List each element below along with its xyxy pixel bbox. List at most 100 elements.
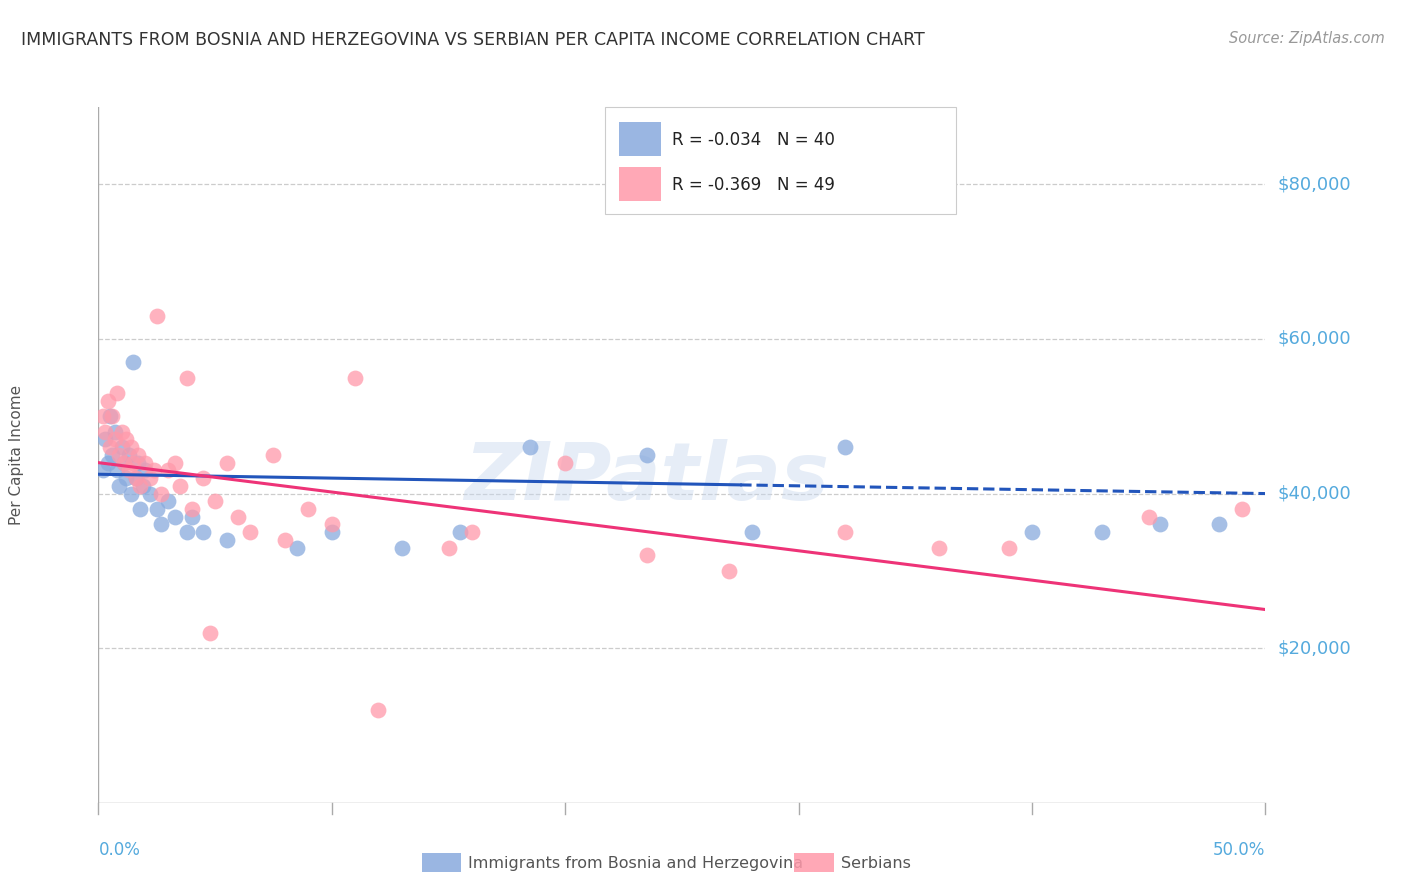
Point	[112, 456, 135, 470]
Text: Source: ZipAtlas.com: Source: ZipAtlas.com	[1229, 31, 1385, 46]
Point	[105, 386, 128, 401]
Point	[717, 564, 740, 578]
Point	[193, 471, 215, 485]
Point	[120, 440, 142, 454]
Point	[636, 448, 658, 462]
Point	[122, 456, 145, 470]
Point	[146, 309, 169, 323]
Point	[997, 541, 1019, 555]
Point	[1230, 502, 1253, 516]
Point	[1208, 517, 1230, 532]
Point	[129, 502, 152, 516]
Point	[150, 517, 173, 532]
Point	[97, 456, 120, 470]
Point	[215, 533, 238, 547]
Point	[1091, 525, 1114, 540]
Point	[321, 517, 343, 532]
Point	[139, 471, 162, 485]
Point	[200, 625, 222, 640]
Point	[150, 486, 173, 500]
Point	[111, 440, 134, 454]
Point	[122, 355, 145, 369]
Point	[1137, 509, 1160, 524]
Text: $60,000: $60,000	[1277, 330, 1351, 348]
Point	[741, 525, 763, 540]
Point	[1021, 525, 1043, 540]
Point	[1149, 517, 1171, 532]
Point	[115, 433, 138, 447]
Point	[115, 471, 138, 485]
Text: Immigrants from Bosnia and Herzegovina: Immigrants from Bosnia and Herzegovina	[468, 856, 803, 871]
Point	[274, 533, 297, 547]
Point	[146, 502, 169, 516]
Text: IMMIGRANTS FROM BOSNIA AND HERZEGOVINA VS SERBIAN PER CAPITA INCOME CORRELATION : IMMIGRANTS FROM BOSNIA AND HERZEGOVINA V…	[21, 31, 925, 49]
Point	[94, 433, 117, 447]
Point	[297, 502, 319, 516]
Point	[105, 463, 128, 477]
Point	[519, 440, 541, 454]
Point	[834, 525, 856, 540]
Point	[165, 509, 187, 524]
Point	[437, 541, 460, 555]
Point	[239, 525, 262, 540]
Text: R = -0.034   N = 40: R = -0.034 N = 40	[672, 131, 835, 149]
Point	[111, 425, 134, 439]
Point	[285, 541, 308, 555]
Point	[169, 479, 191, 493]
Text: $20,000: $20,000	[1277, 640, 1351, 657]
Point	[120, 486, 142, 500]
Point	[132, 479, 155, 493]
Point	[125, 471, 148, 485]
Point	[118, 463, 141, 477]
Point	[143, 463, 166, 477]
Text: Per Capita Income: Per Capita Income	[10, 384, 24, 525]
Point	[215, 456, 238, 470]
Text: Serbians: Serbians	[841, 856, 911, 871]
Point	[193, 525, 215, 540]
Point	[108, 448, 131, 462]
Point	[180, 509, 202, 524]
Point	[129, 479, 152, 493]
Point	[139, 486, 162, 500]
Point	[127, 448, 149, 462]
Point	[928, 541, 950, 555]
Point	[554, 456, 576, 470]
Point	[118, 448, 141, 462]
Point	[636, 549, 658, 563]
Point	[262, 448, 284, 462]
Text: ZIPatlas: ZIPatlas	[464, 439, 830, 517]
Point	[204, 494, 226, 508]
Point	[449, 525, 471, 540]
Text: 0.0%: 0.0%	[98, 841, 141, 860]
Point	[101, 409, 124, 424]
Point	[97, 393, 120, 408]
Point	[108, 479, 131, 493]
Point	[228, 509, 250, 524]
Point	[176, 525, 198, 540]
Point	[157, 494, 180, 508]
Point	[176, 370, 198, 384]
Point	[834, 440, 856, 454]
Point	[344, 370, 367, 384]
Point	[104, 425, 127, 439]
Point	[321, 525, 343, 540]
Text: $80,000: $80,000	[1277, 176, 1351, 194]
Point	[165, 456, 187, 470]
Point	[98, 409, 121, 424]
Point	[157, 463, 180, 477]
Point	[461, 525, 484, 540]
Point	[101, 448, 124, 462]
Point	[180, 502, 202, 516]
Point	[91, 409, 114, 424]
Point	[134, 463, 156, 477]
Point	[125, 471, 148, 485]
Text: $40,000: $40,000	[1277, 484, 1351, 502]
Text: R = -0.369   N = 49: R = -0.369 N = 49	[672, 176, 835, 194]
Point	[104, 433, 127, 447]
Point	[391, 541, 413, 555]
Point	[127, 456, 149, 470]
Point	[134, 456, 156, 470]
Point	[98, 440, 121, 454]
Point	[367, 703, 389, 717]
Point	[94, 425, 117, 439]
